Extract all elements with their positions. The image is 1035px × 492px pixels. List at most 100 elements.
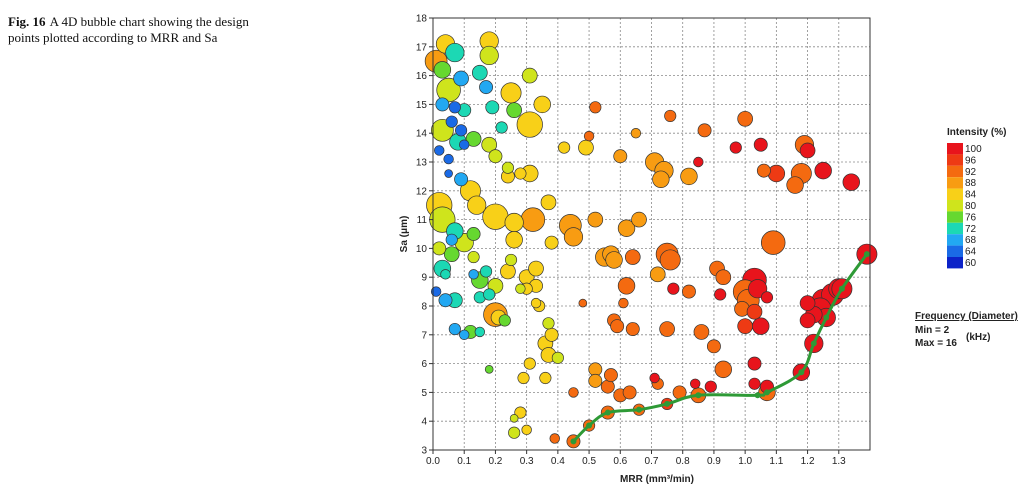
- bubble-point: [563, 227, 584, 247]
- y-tick-label: 7: [421, 330, 427, 341]
- intensity-swatch: [947, 154, 963, 166]
- bubble-point: [697, 123, 712, 138]
- bubble-point: [482, 203, 509, 230]
- bubble-point: [652, 170, 670, 188]
- bubble-point: [495, 121, 508, 134]
- bubble-point: [434, 145, 445, 156]
- y-tick-label: 11: [417, 215, 428, 226]
- figure-caption-text: A 4D bubble chart showing the design poi…: [8, 14, 249, 45]
- x-tick-label: 0.1: [457, 456, 471, 467]
- bubble-point: [500, 263, 516, 280]
- bubble-point: [520, 207, 546, 232]
- bubble-point: [467, 250, 480, 264]
- bubble-point: [693, 156, 704, 168]
- pareto-front-node: [823, 314, 830, 321]
- bubble-point: [544, 235, 559, 250]
- bubble-point: [664, 109, 677, 122]
- intensity-swatch: [947, 211, 963, 223]
- intensity-swatch: [947, 200, 963, 212]
- bubble-point: [760, 291, 774, 304]
- bubble-point: [667, 282, 680, 295]
- bubble-point: [443, 246, 460, 262]
- bubble-point: [630, 128, 642, 139]
- y-tick-label: 15: [416, 100, 428, 111]
- bubble-point: [455, 124, 468, 137]
- bubble-point: [504, 212, 524, 233]
- intensity-swatch: [947, 143, 963, 155]
- bubble-point: [445, 42, 465, 63]
- bubble-point: [613, 149, 628, 164]
- bubble-point: [568, 387, 579, 398]
- intensity-swatch: [947, 222, 963, 235]
- bubble-point: [714, 288, 727, 301]
- bubble-point: [659, 321, 675, 337]
- bubble-point: [714, 360, 733, 379]
- grid: [433, 18, 870, 450]
- bubble-point: [729, 141, 742, 154]
- bubble-point: [603, 368, 618, 383]
- pareto-front-node: [664, 400, 671, 407]
- figure-label: Fig. 16: [8, 14, 46, 29]
- bubble-point: [430, 286, 442, 297]
- bubble-point: [435, 97, 450, 112]
- bubble-point: [500, 82, 522, 104]
- bubble-point: [617, 277, 636, 295]
- pareto-front-node: [838, 285, 845, 292]
- bubble-point: [515, 283, 526, 294]
- bubble-point: [445, 233, 458, 246]
- bubble-point: [767, 164, 786, 183]
- bubble-point: [448, 101, 461, 114]
- bubble-point: [454, 172, 469, 187]
- intensity-legend-label: 60: [965, 258, 977, 269]
- axis-ticks: 0.0 0.1 0.2 0.3 0.4 0.5 0.6 0.7 0.8 0.9 1.0 1.1 1.2 1…: [416, 14, 846, 468]
- bubble-point: [624, 249, 641, 265]
- bubble-point: [530, 297, 542, 309]
- bubble-point: [509, 414, 519, 423]
- intensity-swatch: [947, 245, 963, 257]
- x-tick-label: 1.3: [832, 456, 846, 467]
- x-tick-label: 0.6: [613, 456, 627, 467]
- intensity-legend-label: 80: [965, 201, 977, 212]
- bubble-point: [659, 249, 681, 271]
- x-tick-label: 0.2: [488, 456, 502, 467]
- intensity-legend-label: 76: [965, 212, 977, 223]
- frequency-legend: Frequency (Diameter) Min = 2 Max = 16 (k…: [915, 311, 1018, 349]
- x-axis-label: MRR (mm³/min): [620, 474, 694, 485]
- bubble-point: [440, 269, 451, 280]
- intensity-legend-label: 68: [965, 235, 977, 246]
- bubble-point: [508, 426, 521, 439]
- bubble-point: [748, 377, 761, 390]
- bubble-point: [459, 139, 470, 150]
- bubble-point: [622, 385, 637, 400]
- bubble-point: [432, 241, 447, 256]
- y-tick-label: 4: [421, 417, 427, 428]
- bubble-point: [498, 314, 511, 327]
- y-tick-label: 6: [421, 359, 427, 370]
- bubble-point: [842, 173, 860, 191]
- bubble-point: [737, 318, 753, 334]
- bubble-point: [682, 284, 696, 299]
- pareto-front-node: [810, 340, 817, 347]
- bubble-point: [481, 136, 498, 153]
- bubble-point: [514, 406, 527, 419]
- x-tick-label: 0.0: [426, 456, 440, 467]
- y-tick-label: 10: [416, 244, 428, 255]
- bubble-point: [448, 322, 461, 336]
- x-tick-label: 0.3: [520, 456, 534, 467]
- bubble-point: [479, 265, 493, 278]
- bubble-point: [549, 433, 560, 444]
- bubble-point: [649, 266, 666, 283]
- bubble-point: [501, 161, 514, 174]
- bubble-point: [445, 115, 458, 128]
- bubble-point: [799, 295, 816, 311]
- bubble-point: [453, 70, 469, 87]
- figure-caption: Fig. 16 A 4D bubble chart showing the des…: [8, 14, 278, 46]
- bubble-point: [514, 167, 527, 180]
- bubble-point: [578, 298, 588, 308]
- bubble-point: [589, 101, 602, 114]
- bubble-point: [488, 149, 503, 164]
- bubble-point: [680, 167, 698, 186]
- pareto-front-node: [586, 422, 593, 429]
- bubble-point: [544, 327, 559, 342]
- bubble-point: [587, 211, 604, 228]
